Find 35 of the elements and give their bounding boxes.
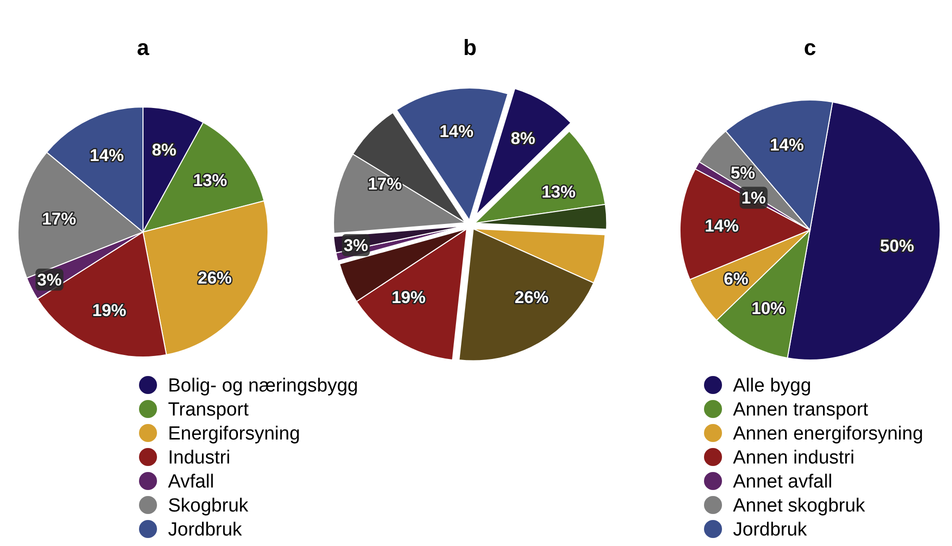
- text: 19%: [392, 288, 426, 308]
- text: 8%: [510, 129, 536, 148]
- data-label: 26%: [198, 268, 232, 288]
- legend-label: Alle bygg: [733, 376, 812, 397]
- legend-label: Jordbruk: [168, 520, 242, 541]
- legend-label: Industri: [168, 448, 230, 469]
- text: 13%: [542, 182, 576, 202]
- chart-title: a: [136, 35, 150, 60]
- text: 14%: [439, 122, 474, 142]
- data-label: 8%: [152, 140, 176, 160]
- legend-label: Annen energiforsyning: [733, 424, 924, 445]
- legend-label: Skogbruk: [168, 496, 249, 517]
- legend-label: Jordbruk: [733, 520, 808, 541]
- data-label: 13%: [193, 170, 228, 190]
- legend-label: Avfall: [168, 472, 214, 493]
- data-label: 14%: [90, 146, 124, 166]
- data-label: 17%: [42, 210, 76, 229]
- data-label: 10%: [751, 299, 786, 318]
- legend-label: Bolig- og næringsbygg: [168, 376, 358, 397]
- chart-title: c: [804, 35, 816, 60]
- text: 26%: [514, 288, 549, 307]
- text: 17%: [368, 174, 402, 194]
- legend-label: Annen industri: [733, 448, 854, 469]
- legend-label: Annet avfall: [733, 472, 832, 493]
- data-label: 5%: [730, 163, 756, 182]
- data-label: 50%: [880, 236, 914, 256]
- chart-title: b: [463, 35, 477, 60]
- data-label: 14%: [704, 216, 739, 236]
- data-label: 19%: [92, 300, 126, 320]
- legend-label: Annet skogbruk: [733, 496, 866, 517]
- legend-label: Transport: [168, 400, 250, 421]
- data-label: 6%: [724, 269, 748, 288]
- legend-label: Annen transport: [733, 400, 869, 421]
- data-label: 14%: [770, 136, 804, 155]
- legend-label: Energiforsyning: [168, 424, 300, 445]
